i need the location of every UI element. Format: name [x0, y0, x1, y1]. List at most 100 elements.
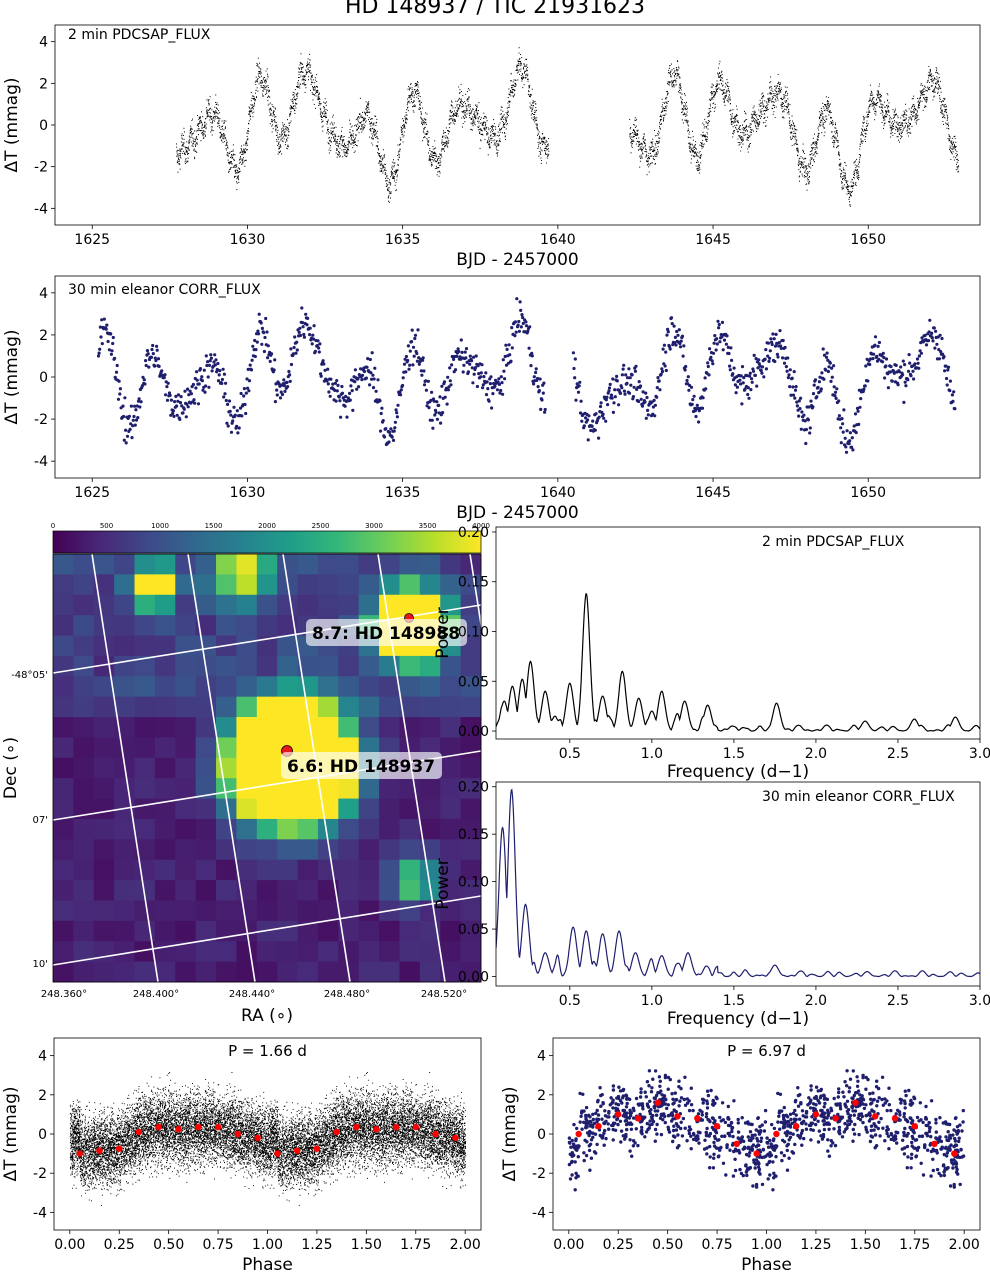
data-point	[846, 1119, 850, 1123]
data-point	[674, 343, 678, 347]
heatmap-pixel	[317, 859, 339, 881]
heatmap-pixel	[216, 798, 237, 820]
heatmap-pixel	[236, 839, 258, 861]
data-point	[761, 1148, 766, 1152]
data-point	[188, 389, 192, 393]
data-point	[673, 1135, 677, 1139]
x-tick-label: 0.50	[652, 1237, 683, 1253]
heatmap-pixel	[317, 839, 339, 861]
data-point	[788, 1112, 793, 1117]
data-point	[676, 1124, 680, 1129]
data-point	[295, 340, 299, 344]
data-point	[466, 370, 470, 374]
data-point	[817, 1129, 821, 1133]
data-point	[621, 1088, 625, 1093]
data-point	[663, 1102, 668, 1106]
data-point	[672, 324, 676, 328]
data-point	[639, 397, 643, 401]
data-point	[704, 1115, 709, 1119]
heatmap-pixel	[53, 961, 74, 983]
data-point	[793, 1108, 797, 1113]
data-point	[919, 341, 923, 345]
data-point	[654, 1113, 659, 1117]
data-point	[204, 384, 208, 388]
heatmap-pixel	[53, 696, 74, 718]
data-point	[150, 347, 154, 352]
data-point	[858, 1102, 863, 1107]
x-axis-label: Frequency (d−1)	[667, 1009, 809, 1029]
data-point	[611, 1100, 615, 1104]
heatmap-pixel	[338, 778, 360, 799]
data-point	[616, 1122, 620, 1127]
data-point	[247, 389, 251, 393]
data-point	[580, 419, 584, 423]
data-point	[956, 1129, 961, 1133]
data-point	[957, 1139, 961, 1144]
data-point	[708, 1155, 712, 1159]
data-point	[800, 1143, 804, 1147]
heatmap-pixel	[358, 900, 380, 922]
data-point	[902, 400, 906, 404]
data-point	[257, 332, 261, 336]
heatmap-pixel	[134, 615, 156, 636]
heatmap-pixel	[317, 818, 339, 840]
data-point	[289, 347, 293, 351]
data-point	[739, 382, 743, 386]
heatmap-pixel	[216, 778, 237, 799]
heatmap-pixel	[297, 594, 319, 616]
data-point	[798, 1117, 802, 1121]
data-point	[401, 376, 405, 380]
data-point	[239, 391, 243, 396]
data-point	[852, 1132, 857, 1136]
data-point	[861, 1097, 865, 1101]
data-point	[955, 1125, 960, 1129]
heatmap-pixel	[53, 615, 74, 636]
data-point	[588, 1168, 592, 1172]
data-point	[854, 431, 858, 435]
data-point	[590, 424, 594, 428]
data-point	[176, 393, 181, 397]
data-point	[715, 337, 719, 341]
data-point	[861, 1120, 865, 1125]
data-point	[817, 380, 822, 384]
heatmap-pixel	[256, 757, 278, 779]
data-point	[868, 1139, 873, 1144]
data-point	[804, 441, 808, 446]
data-point	[594, 1151, 598, 1155]
heatmap-pixel	[134, 635, 156, 657]
data-point	[599, 1104, 603, 1108]
data-point	[901, 1138, 905, 1143]
data-point	[757, 1143, 761, 1148]
data-point	[709, 1088, 713, 1093]
data-point	[816, 385, 820, 389]
heatmap-pixel	[236, 574, 258, 596]
data-point	[833, 394, 837, 398]
data-point	[766, 354, 770, 358]
data-point	[750, 377, 754, 381]
heatmap-pixel	[379, 839, 400, 861]
data-point	[762, 375, 766, 379]
axes-frame	[52, 553, 482, 983]
data-point	[501, 358, 505, 362]
heatmap-pixel	[195, 635, 217, 657]
data-point	[809, 399, 813, 403]
binned-mean-point	[595, 1123, 602, 1130]
heatmap-pixel	[317, 941, 339, 963]
data-point	[796, 1104, 801, 1108]
heatmap-pixel	[53, 655, 74, 677]
heatmap-pixel	[460, 941, 482, 963]
binned-mean-point	[116, 1145, 123, 1152]
data-point	[638, 1112, 642, 1117]
heatmap-pixel	[114, 676, 135, 698]
data-point	[577, 384, 581, 388]
heatmap-pixel	[195, 920, 217, 942]
data-point	[329, 377, 333, 381]
data-point	[685, 1101, 690, 1105]
x-tick-label: 0.25	[104, 1237, 135, 1253]
data-point	[818, 375, 822, 379]
data-point	[760, 365, 765, 369]
lc_30min-plot-area	[96, 297, 957, 454]
data-point	[178, 417, 182, 421]
data-point	[679, 1120, 683, 1125]
data-point	[839, 441, 843, 445]
